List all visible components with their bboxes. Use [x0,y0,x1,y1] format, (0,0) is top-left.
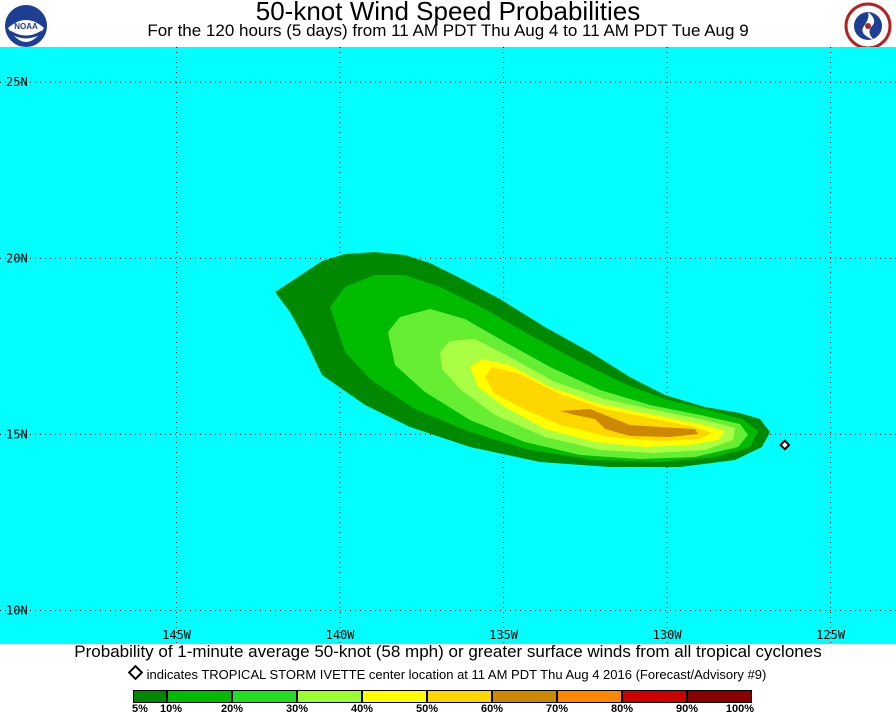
lat-label: 20N [6,251,28,265]
legend-label: 40% [350,703,374,715]
lon-label: 135W [489,628,519,642]
legend-label: 80% [610,703,634,715]
legend-swatch [557,690,622,703]
legend-label: 70% [545,703,569,715]
legend-swatch [167,690,232,703]
noaa-logo-text: NOAA [14,22,38,31]
legend-label: 90% [675,703,699,715]
legend-label: 30% [285,703,309,715]
probability-map: 25N 20N 15N 10N 145W 140W 135W 130W 125W [0,47,896,644]
lat-label: 15N [6,427,28,441]
legend-swatch [622,690,687,703]
legend-swatch [362,690,427,703]
legend-label: 20% [220,703,244,715]
legend-label: 60% [480,703,504,715]
lon-label: 145W [162,628,192,642]
lon-label: 125W [816,628,846,642]
lon-label: 130W [653,628,683,642]
legend-label: 100% [725,703,755,715]
probability-contours [275,252,770,467]
lat-lon-labels: 25N 20N 15N 10N 145W 140W 135W 130W 125W [6,75,846,642]
legend-label: 50% [415,703,439,715]
probability-caption: Probability of 1-minute average 50-knot … [74,642,822,661]
legend-swatch [297,690,362,703]
lat-label: 25N [6,75,28,89]
legend-swatch [427,690,492,703]
legend-swatch [687,690,752,703]
map-title: 50-knot Wind Speed Probabilities [255,0,641,26]
storm-location-text: indicates TROPICAL STORM IVETTE center l… [146,667,767,682]
lat-label: 10N [6,604,28,618]
contour-50pct [485,367,712,441]
contour-60pct [560,409,698,437]
map-subtitle: For the 120 hours (5 days) from 11 AM PD… [147,21,749,40]
legend-swatch [492,690,557,703]
probability-legend: 5% 10% 20% 30% 40% 50% 60% 70% 80% 90% 100% [0,688,896,716]
legend-swatch [232,690,297,703]
storm-location-caption: indicates TROPICAL STORM IVETTE center l… [0,664,896,683]
lon-label: 140W [326,628,356,642]
storm-center-diamond-icon [779,439,791,451]
diamond-icon [127,664,143,681]
noaa-logo-icon: NOAA [3,3,49,49]
nws-logo-icon [844,2,892,50]
legend-label: 5% [132,703,148,715]
legend-label: 10% [159,703,183,715]
legend-swatch [133,690,167,703]
